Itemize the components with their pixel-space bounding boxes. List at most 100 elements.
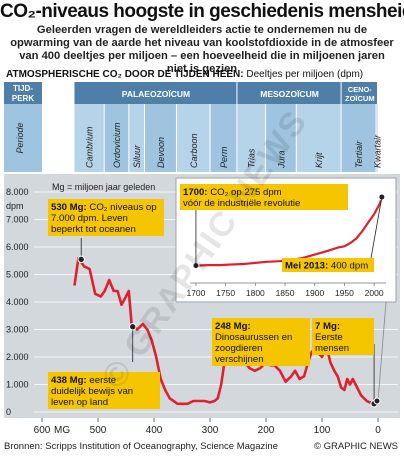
period-band <box>266 104 296 172</box>
marker-530mg <box>77 255 85 264</box>
period-label: Tertiair <box>354 140 364 168</box>
inset-x-tick-label: 1850 <box>276 288 295 298</box>
era-label: CENO- <box>348 85 373 94</box>
callout-248mg-text: 248 Mg: Dinosaurussen en zoogdieren verschi… <box>215 321 292 365</box>
timeline-corner <box>4 82 42 104</box>
inset-series-line <box>195 196 383 267</box>
callout-7mg-line: mensen <box>315 343 349 354</box>
y-tick-label: 1.000 <box>6 380 29 390</box>
inset-x-tick-label: 1700 <box>186 288 205 298</box>
chart-heading: ATMOSPHERISCHE CO₂ DOOR DE TIJDEN HEEN: … <box>6 69 402 80</box>
x-tick-label: 300 <box>202 425 219 436</box>
era-label: MESOZOÏCUM <box>260 89 319 99</box>
chart-heading-rest: Deeltjes per miljoen (dpm) <box>243 69 364 80</box>
x-tick-label: 0 <box>375 425 381 436</box>
callout-530mg-line: 7.000 dpm. Leven <box>51 213 128 224</box>
period-label: Jura <box>276 150 286 169</box>
period-label: Siluur <box>132 144 142 168</box>
callout-530mg <box>48 199 164 236</box>
callout-1700-line: 1700: CO₂ op 275 dpm <box>183 187 282 198</box>
period-label: Ordovicium <box>112 122 122 168</box>
period-band <box>145 104 176 172</box>
callout-248mg-line: Dinosaurussen en <box>215 332 292 343</box>
period-band <box>341 104 376 172</box>
timeline-label-cell <box>4 104 42 172</box>
period-band <box>129 104 145 172</box>
x-tick-label: 500 <box>90 425 107 436</box>
period-label: Trias <box>247 148 257 168</box>
callout-438mg-line: leven op land <box>51 397 108 408</box>
period-band <box>210 104 237 172</box>
legend-note: Mg = miljoen jaar geleden <box>52 182 155 192</box>
y-tick-label: 0 <box>6 407 11 417</box>
page-title: CO₂-niveaus hoogste in geschiedenis mens… <box>0 1 404 22</box>
page-subtitle: Geleerden vragen de wereldleiders actie … <box>10 24 394 75</box>
timeline-row-label: TIJD- <box>13 84 33 93</box>
inset-x-tick-label: 1900 <box>305 288 324 298</box>
inset-connector <box>377 301 387 402</box>
period-label: Perm <box>219 146 229 168</box>
callout-7mg-line: Eerste <box>315 332 343 343</box>
period-label: Devoon <box>156 137 166 168</box>
inset-x-tick-label: 1950 <box>335 288 354 298</box>
period-band <box>376 104 378 172</box>
period-band <box>104 104 129 172</box>
era-band <box>237 82 341 104</box>
callout-438mg-line: duidelijk bewijs van <box>51 386 133 397</box>
inset-x-tick-label: 1800 <box>246 288 265 298</box>
y-tick-label: 4.000 <box>6 297 29 307</box>
y-tick-label: 3.000 <box>6 325 29 335</box>
callout-2013-text: Mei 2013: 400 dpm <box>285 261 368 272</box>
callout-2013 <box>282 258 374 272</box>
period-label: Carboon <box>189 133 199 168</box>
y-tick-label: 2.000 <box>6 352 29 362</box>
period-band <box>237 104 265 172</box>
callout-438mg-line: 438 Mg: eerste <box>51 375 116 386</box>
y-tick-label: 8.000 <box>6 187 29 197</box>
inset-leader <box>370 196 383 259</box>
period-label: Krijt <box>314 152 324 168</box>
callout-7mg-line: 7 Mg: <box>315 321 340 332</box>
period-label: Cambrium <box>85 126 95 168</box>
callout-530mg-line: beperkt tot oceanen <box>51 224 136 235</box>
callout-438mg <box>48 372 160 409</box>
inset-x-tick-label: 1750 <box>216 288 235 298</box>
callout-248mg-line: zoogdieren <box>215 343 262 354</box>
period-band <box>74 104 104 172</box>
callout-7mg-text: 7 Mg: Eerste mensen <box>315 321 349 354</box>
y-tick-label: 7.000 <box>6 215 29 225</box>
callout-1700 <box>180 184 348 210</box>
callout-438mg-text: 438 Mg: eerste duidelijk bewijs van leven … <box>51 375 133 408</box>
x-tick-label: 600 <box>34 425 51 436</box>
x-unit-label: MG <box>54 425 70 436</box>
credit-note: © GRAPHIC NEWS <box>313 441 398 452</box>
x-tick-label: 400 <box>146 425 163 436</box>
source-note: Bronnen: Scripps Institution of Oceanogr… <box>4 441 278 452</box>
marker-present <box>373 397 381 405</box>
chart-heading-bold: ATMOSPHERISCHE CO₂ DOOR DE TIJDEN HEEN: <box>6 69 244 80</box>
callout-248mg <box>212 318 310 366</box>
x-tick-label: 100 <box>314 425 331 436</box>
y-axis-label: dpm <box>6 201 24 211</box>
callout-7mg <box>312 318 374 355</box>
x-tick-label: 200 <box>258 425 275 436</box>
era-label: PALAEOZOÏCUM <box>122 89 190 99</box>
y-tick-label: 6.000 <box>6 242 29 252</box>
inset-x-tick-label: 2000 <box>365 288 384 298</box>
period-band <box>296 104 341 172</box>
callout-1700-text: 1700: CO₂ op 275 dpm vóór de industriële … <box>183 187 300 209</box>
callout-530mg-line: 530 Mg: CO₂ niveaus op <box>51 202 157 213</box>
period-band <box>176 104 210 172</box>
callout-530mg-text: 530 Mg: CO₂ niveaus op 7.000 dpm. Leven be… <box>51 202 157 235</box>
timeline-row-label: PERK <box>12 94 34 103</box>
era-band <box>341 82 377 104</box>
callout-1700-line: vóór de industriële revolutie <box>183 198 300 209</box>
y-tick-label: 5.000 <box>6 270 29 280</box>
era-label: ZOÏCUM <box>345 94 375 103</box>
callout-248mg-line: verschijnen <box>215 354 264 365</box>
marker-438mg <box>129 323 137 331</box>
period-row-label: Periode <box>15 122 25 153</box>
era-band <box>74 82 237 104</box>
callout-248mg-line: 248 Mg: <box>215 321 251 332</box>
